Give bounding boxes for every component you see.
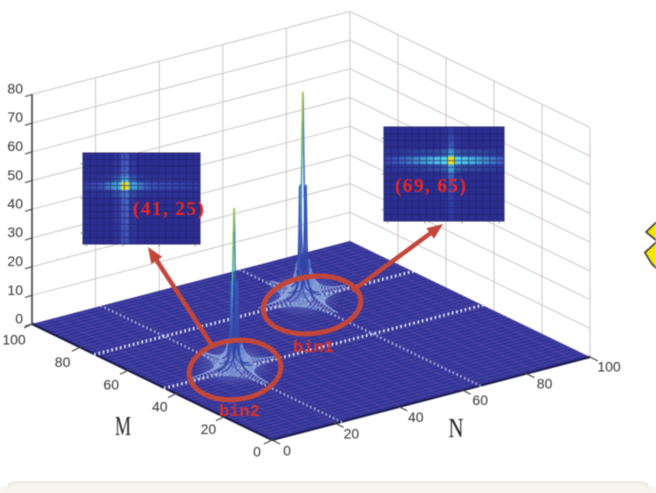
- svg-text:0: 0: [15, 311, 23, 327]
- svg-text:40: 40: [152, 399, 168, 415]
- svg-text:20: 20: [201, 421, 217, 437]
- svg-text:80: 80: [7, 81, 23, 97]
- svg-text:100: 100: [597, 359, 621, 375]
- svg-text:60: 60: [7, 138, 23, 154]
- svg-text:0: 0: [283, 443, 291, 459]
- svg-text:100: 100: [2, 332, 26, 348]
- svg-text:(69, 65): (69, 65): [395, 176, 467, 197]
- svg-text:40: 40: [408, 409, 424, 425]
- svg-text:20: 20: [7, 253, 23, 269]
- svg-text:40: 40: [7, 196, 23, 212]
- svg-text:0: 0: [253, 444, 261, 460]
- svg-text:20: 20: [344, 426, 360, 442]
- svg-text:60: 60: [103, 376, 119, 392]
- svg-text:30: 30: [7, 224, 23, 240]
- svg-text:bin2: bin2: [219, 403, 260, 422]
- svg-text:80: 80: [537, 375, 553, 391]
- svg-text:50: 50: [7, 167, 23, 183]
- svg-text:80: 80: [55, 354, 71, 370]
- svg-text:70: 70: [7, 109, 23, 125]
- svg-text:M: M: [115, 411, 131, 441]
- svg-text:10: 10: [7, 282, 23, 298]
- svg-text:60: 60: [472, 392, 488, 408]
- svg-text:bin1: bin1: [293, 339, 334, 358]
- svg-text:(41, 25): (41, 25): [133, 199, 205, 220]
- svg-text:N: N: [449, 413, 464, 443]
